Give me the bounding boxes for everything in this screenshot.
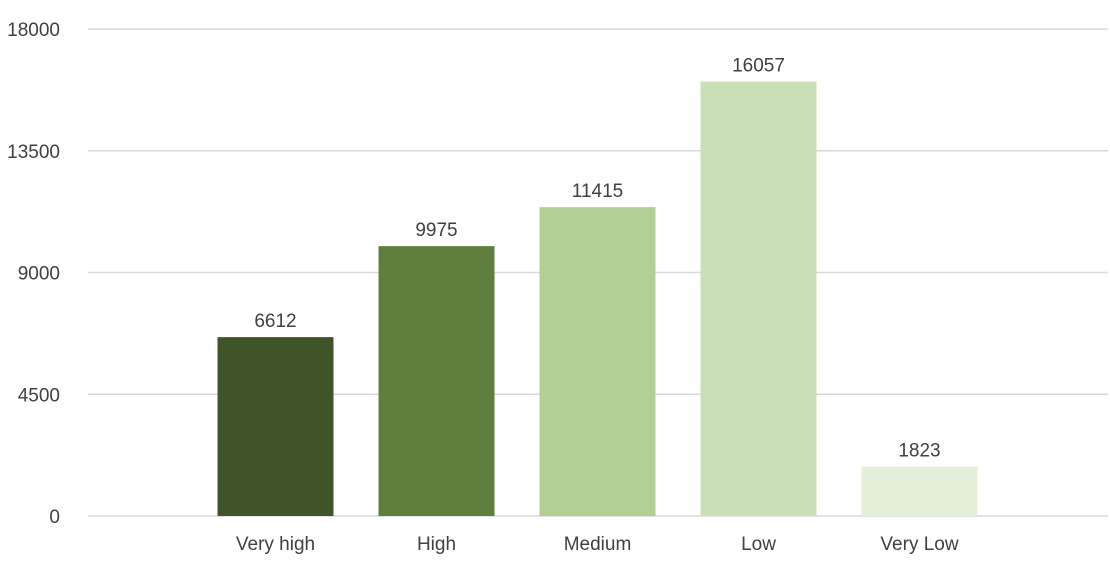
y-tick-label: 13500 xyxy=(7,142,60,163)
bar-very-high xyxy=(217,337,334,516)
bar-low xyxy=(700,81,817,517)
x-tick-label: Low xyxy=(741,534,776,555)
data-label: 9975 xyxy=(415,220,457,241)
x-tick-label: High xyxy=(417,534,456,555)
data-label: 16057 xyxy=(732,56,785,77)
data-label: 11415 xyxy=(572,181,623,202)
bar-high xyxy=(378,246,495,516)
y-axis-tick-labels: 0 4500 9000 13500 18000 xyxy=(7,20,60,528)
data-labels: 6612 9975 11415 16057 1823 xyxy=(254,56,940,462)
data-label: 1823 xyxy=(898,441,940,462)
x-tick-label: Very Low xyxy=(880,534,958,555)
bar-very-low xyxy=(861,466,978,516)
bars xyxy=(217,81,978,517)
data-label: 6612 xyxy=(254,311,296,332)
y-tick-label: 9000 xyxy=(18,264,60,285)
y-tick-label: 18000 xyxy=(7,20,60,41)
x-tick-label: Very high xyxy=(236,534,315,555)
x-tick-label: Medium xyxy=(564,534,632,555)
bar-medium xyxy=(539,207,656,516)
y-tick-label: 4500 xyxy=(18,385,60,406)
x-axis-tick-labels: Very high High Medium Low Very Low xyxy=(236,534,959,555)
y-tick-label: 0 xyxy=(49,507,60,528)
